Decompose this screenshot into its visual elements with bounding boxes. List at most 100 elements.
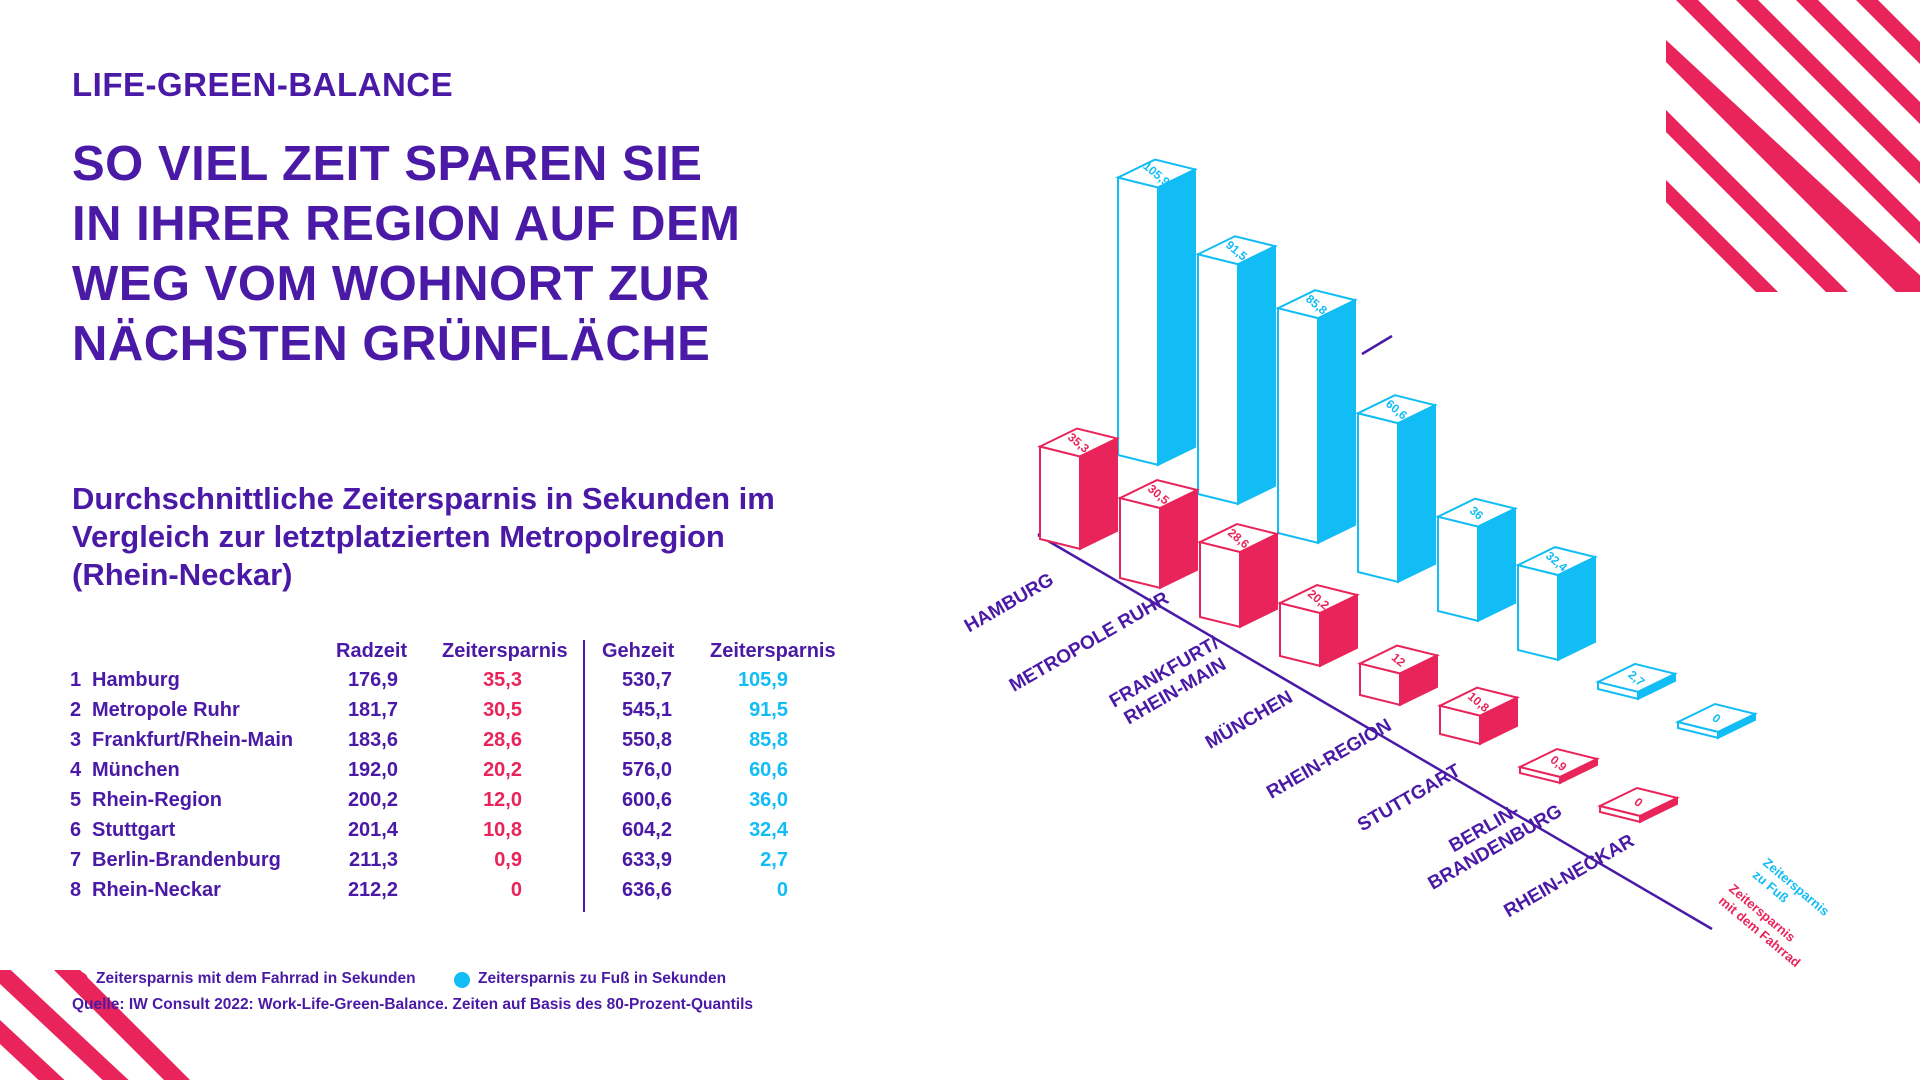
table-row: 6 Stuttgart 201,4 10,8 604,2 32,4 <box>70 819 870 849</box>
bike-value-label: 20,2 <box>1305 587 1332 613</box>
table-cell-walk-saving: 0 <box>776 879 788 901</box>
category-label: BERLIN-BRANDENBURG <box>1414 782 1566 895</box>
table-row: 7 Berlin-Brandenburg 211,3 0,9 633,9 2,7 <box>70 849 870 879</box>
category-label: STUTTGART <box>1354 760 1464 836</box>
decorative-stripes-bottom-left <box>0 970 190 1080</box>
table-cell-bike-time: 181,7 <box>347 699 398 721</box>
table-cell-rank: 7 <box>70 849 82 871</box>
bike-bar-top <box>1277 584 1360 615</box>
category-label: MÜNCHEN <box>1202 687 1297 754</box>
bike-bar-side <box>1399 653 1438 707</box>
bike-bar: 30,5 <box>1117 479 1200 590</box>
walk-bar-top <box>1515 546 1598 577</box>
chart-axis-tick <box>1361 334 1393 356</box>
walk-value-label: 36 <box>1467 503 1486 523</box>
header-walk-saving: Zeitersparnis <box>710 640 836 662</box>
bike-bar-side <box>1479 696 1518 746</box>
table-cell-region: Metropole Ruhr <box>92 699 240 721</box>
table-cell-walk-saving: 60,6 <box>749 759 788 781</box>
category-label: RHEIN-REGION <box>1263 715 1395 803</box>
walk-bar-top <box>1115 158 1198 189</box>
bike-value-label: 0 <box>1631 795 1645 810</box>
table-cell-walk-saving: 36,0 <box>749 789 788 811</box>
table-cell-bike-saving: 20,2 <box>483 759 522 781</box>
subtitle-line: Durchschnittliche Zeitersparnis in Sekun… <box>72 481 775 516</box>
table-cell-walk-time: 604,2 <box>621 819 672 841</box>
bike-bar-front <box>1039 445 1081 551</box>
bike-bar: 12 <box>1357 644 1440 707</box>
table-cell-region: Berlin-Brandenburg <box>92 849 281 871</box>
table-cell-region: Stuttgart <box>92 819 176 841</box>
table-cell-bike-saving: 0 <box>510 879 522 901</box>
bike-value-label: 28,6 <box>1225 526 1252 552</box>
headline-line: IN IHRER REGION AUF DEM <box>72 197 741 251</box>
bike-bar: 20,2 <box>1277 584 1360 668</box>
table-cell-bike-time: 183,6 <box>347 729 398 751</box>
table-cell-bike-time: 212,2 <box>347 879 398 901</box>
headline-line: SO VIEL ZEIT SPAREN SIE <box>72 137 703 191</box>
series-label-walk: Zeitersparniszu Fuß <box>1750 855 1832 931</box>
source-note: Quelle: IW Consult 2022: Work-Life-Green… <box>72 996 754 1013</box>
table-cell-region: Frankfurt/Rhein-Main <box>92 729 294 751</box>
table-cell-bike-time: 200,2 <box>347 789 398 811</box>
walk-bar-top <box>1195 235 1278 266</box>
bike-bar-front <box>1519 765 1561 785</box>
table-cell-region: Rhein-Region <box>92 789 222 811</box>
walk-value-label: 32,4 <box>1543 549 1570 575</box>
table-cell-walk-time: 530,7 <box>621 669 672 691</box>
table-divider <box>583 640 585 912</box>
table-cell-walk-saving: 105,9 <box>737 669 788 691</box>
bike-bar-front <box>1439 704 1481 746</box>
legend-walk: Zeitersparnis zu Fuß in Sekunden <box>454 970 726 988</box>
subtitle-line: (Rhein-Neckar) <box>72 557 293 592</box>
walk-bar-side <box>1637 672 1676 701</box>
legend-bike-dot <box>72 972 88 988</box>
bike-bar-side <box>1159 488 1198 590</box>
walk-bar-side <box>1237 244 1276 506</box>
headline: SO VIEL ZEIT SPAREN SIE IN IHRER REGION … <box>72 134 792 374</box>
header-bike-saving: Zeitersparnis <box>442 640 568 662</box>
bike-bar-front <box>1599 804 1641 824</box>
bike-bar-side <box>1079 436 1118 551</box>
bike-bar-side <box>1639 796 1678 824</box>
walk-bar-top <box>1675 702 1758 733</box>
table-row: 3 Frankfurt/Rhein-Main 183,6 28,6 550,8 85,8 <box>70 729 870 759</box>
table-cell-rank: 8 <box>70 879 82 901</box>
table-cell-bike-saving: 10,8 <box>483 819 522 841</box>
headline-line: NÄCHSTEN GRÜNFLÄCHE <box>72 317 711 371</box>
bike-bar-front <box>1279 601 1321 668</box>
table-row: 1 Hamburg 176,9 35,3 530,7 105,9 <box>70 669 870 699</box>
walk-bar-front <box>1277 306 1319 545</box>
bike-bar-side <box>1559 757 1598 785</box>
walk-bar: 36 <box>1435 497 1518 623</box>
walk-bar-front <box>1597 680 1639 701</box>
table-cell-region: München <box>92 759 180 781</box>
category-label: RHEIN-NECKAR <box>1500 830 1638 922</box>
walk-value-label: 60,6 <box>1383 397 1410 423</box>
walk-bar-front <box>1437 515 1479 623</box>
kicker-title: LIFE-GREEN-BALANCE <box>72 66 454 103</box>
bike-bar: 35,3 <box>1037 427 1120 551</box>
table-cell-walk-saving: 2,7 <box>760 849 788 871</box>
headline-line: WEG VOM WOHNORT ZUR <box>72 257 711 311</box>
header-bike-time: Radzeit <box>336 640 408 662</box>
table-cell-walk-time: 633,9 <box>621 849 672 871</box>
table-cell-rank: 1 <box>70 669 82 691</box>
walk-bar: 85,8 <box>1275 289 1358 545</box>
table-row: 8 Rhein-Neckar 212,2 0 636,6 0 <box>70 879 870 909</box>
bike-bar-front <box>1119 496 1161 590</box>
table-cell-walk-time: 550,8 <box>621 729 672 751</box>
table-row: 4 München 192,0 20,2 576,0 60,6 <box>70 759 870 789</box>
table-cell-rank: 5 <box>70 789 82 811</box>
bike-bar-top <box>1117 479 1200 510</box>
table-cell-bike-time: 192,0 <box>347 759 398 781</box>
bike-bar-top <box>1437 686 1520 717</box>
walk-bar-front <box>1357 411 1399 584</box>
decorative-stripes-top-right <box>1666 0 1920 292</box>
bike-value-label: 12 <box>1389 650 1408 670</box>
table-cell-rank: 6 <box>70 819 82 841</box>
walk-value-label: 0 <box>1709 711 1723 726</box>
bike-bar-top <box>1597 786 1680 817</box>
table-cell-region: Rhein-Neckar <box>92 879 221 901</box>
bike-bar-top <box>1197 523 1280 554</box>
